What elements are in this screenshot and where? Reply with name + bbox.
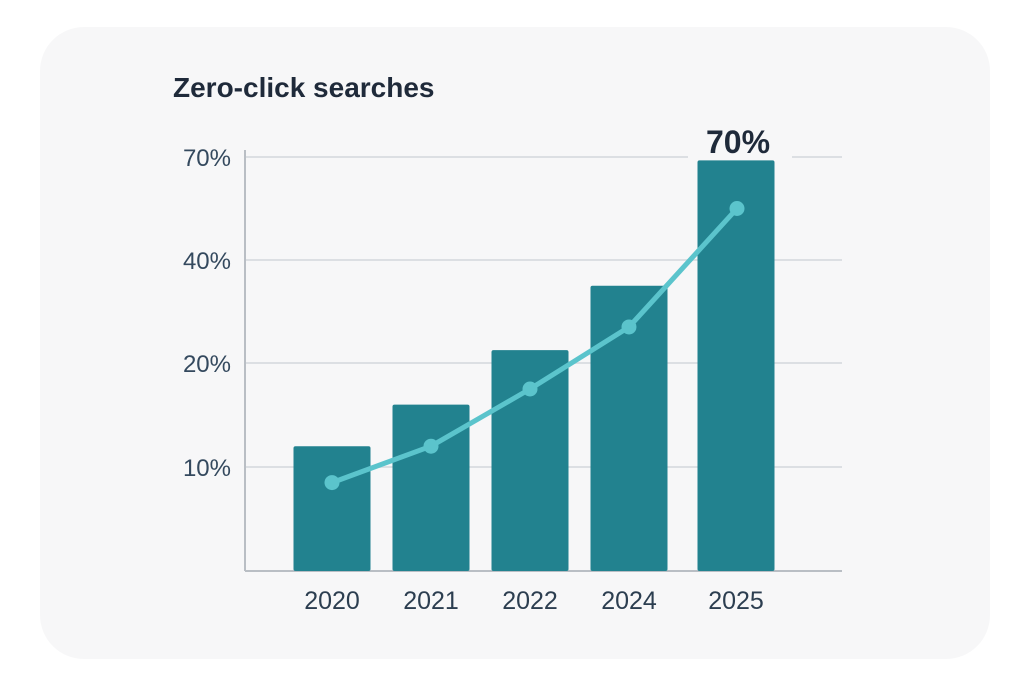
y-tick-label: 20% — [183, 351, 231, 378]
chart-title: Zero-click searches — [173, 72, 435, 103]
x-tick-label: 2024 — [601, 587, 657, 615]
y-tick-label: 10% — [183, 455, 231, 482]
x-tick-label: 2020 — [304, 587, 360, 615]
x-tick-label: 2021 — [403, 587, 459, 615]
bar — [697, 160, 775, 571]
trend-point — [522, 381, 538, 397]
x-tick-label: 2025 — [708, 587, 764, 615]
trend-point — [621, 319, 637, 335]
bar — [590, 285, 668, 571]
trend-point — [729, 201, 745, 216]
trend-point — [423, 438, 439, 454]
bar — [392, 404, 470, 571]
y-tick-label: 70% — [183, 145, 231, 172]
bar — [491, 350, 569, 571]
x-tick-label: 2022 — [502, 587, 558, 615]
data-label: 70% — [706, 124, 770, 160]
bar — [293, 446, 371, 571]
y-tick-label: 40% — [183, 248, 231, 275]
trend-point — [324, 475, 340, 491]
